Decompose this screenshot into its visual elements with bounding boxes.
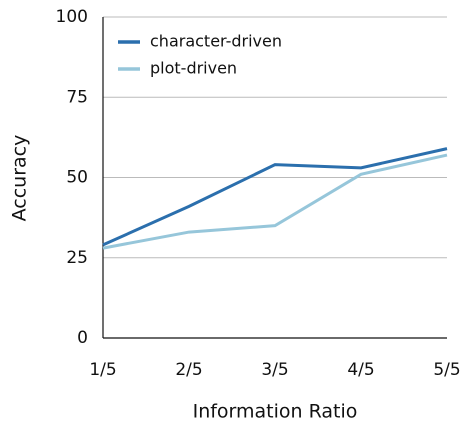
x-tick-label: 4/5 [347, 360, 374, 380]
y-axis-label: Accuracy [9, 135, 31, 222]
y-tick-label: 75 [66, 87, 88, 107]
y-tick-label: 50 [66, 168, 88, 188]
x-tick-label: 3/5 [261, 360, 288, 380]
legend-text: character-driven [150, 32, 282, 51]
series-line [102, 153, 448, 250]
x-tick-label: 2/5 [175, 360, 202, 380]
y-tick-label: 25 [66, 248, 88, 268]
y-tick-label: 0 [77, 328, 88, 348]
x-tick-label: 5/5 [433, 360, 460, 380]
y-tick-label: 100 [56, 7, 88, 27]
legend-text: plot-driven [150, 59, 237, 78]
series-line [102, 147, 448, 247]
x-axis-label: Information Ratio [193, 401, 358, 423]
x-tick-label: 1/5 [89, 360, 116, 380]
